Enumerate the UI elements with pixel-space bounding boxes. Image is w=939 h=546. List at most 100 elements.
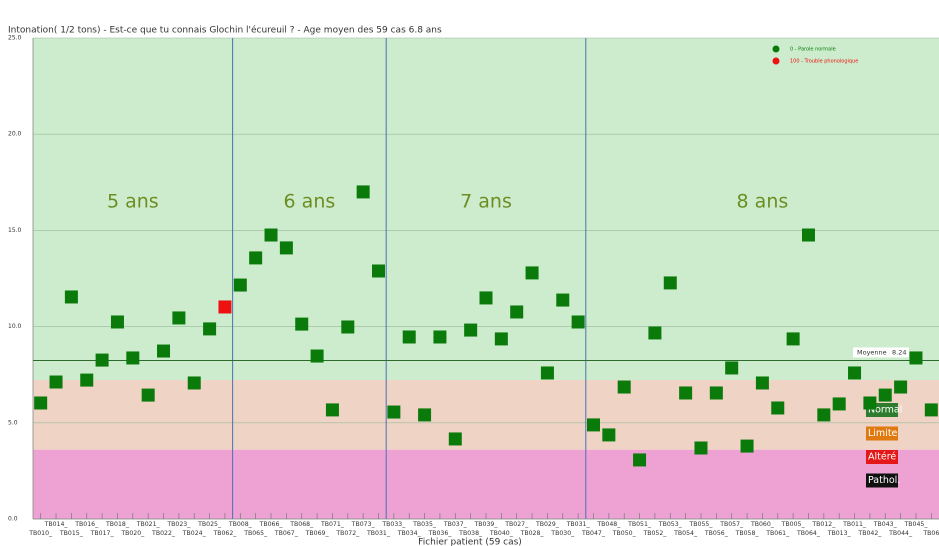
x-tick-label: TB045_ [903,521,928,528]
chart-title: Intonation( 1/2 tons) - Est-ce que tu co… [8,25,442,36]
data-point [141,388,155,402]
x-tick-label: TB018_ [105,521,130,528]
x-tick-label: TB028_ [520,530,545,537]
mean-label: Moyenne [857,348,887,356]
data-point [95,353,109,367]
data-point [817,408,831,422]
x-tick-label: TB069_ [305,530,330,537]
x-tick-label: TB051_ [627,521,652,528]
x-tick-label: TB040_ [489,530,514,537]
x-tick-label: TB064_ [796,530,821,537]
data-point [602,428,616,442]
data-point [832,397,846,411]
x-tick-label: TB008_ [228,521,253,528]
y-tick-label: 20.0 [8,131,22,138]
data-point [341,320,355,334]
data-point [49,375,63,389]
data-point [233,278,247,292]
data-point [617,380,631,394]
x-tick-label: TB073_ [351,521,376,528]
x-tick-label: TB047_ [581,530,606,537]
x-tick-label: TB066_ [259,521,284,528]
data-point [264,228,278,242]
x-tick-label: TB010_ [28,530,53,537]
x-tick-label: TB065_ [243,530,268,537]
x-tick-label: TB035_ [412,521,437,528]
zone-label-bg [866,473,898,488]
data-point [295,317,309,331]
x-tick-label: TB031_ [366,530,391,537]
x-tick-label: TB060_ [750,521,775,528]
zone-label-bg [866,426,898,441]
data-point [586,418,600,432]
x-tick-label: TB061_ [765,530,790,537]
data-point [279,241,293,255]
x-tick-label: TB038_ [458,530,483,537]
x-tick-label: TB068_ [289,521,314,528]
zone-label-bg [866,450,898,464]
data-point [433,330,447,344]
data-point [909,351,923,365]
x-tick-label: TB048_ [596,521,621,528]
x-tick-label: TB014_ [44,521,69,528]
x-tick-label: TB015_ [59,530,84,537]
x-tick-label: TB022_ [151,530,176,537]
data-point [709,386,723,400]
x-tick-label: TB025_ [197,521,222,528]
data-point [510,305,524,319]
data-point [218,300,232,314]
data-point [525,266,539,280]
x-axis-label: Fichier patient (59 cas) [418,538,522,546]
data-point [801,228,815,242]
legend-label: 100 - Trouble phonologique [790,59,858,65]
x-tick-label: TB013_ [827,530,852,537]
data-point [786,332,800,346]
data-point [387,405,401,419]
x-tick-label: TB067_ [274,530,299,537]
data-point [126,351,140,365]
data-point [924,403,938,417]
x-tick-label: TB034_ [397,530,422,537]
x-tick-label: TB011_ [842,521,867,528]
x-tick-label: TB039_ [474,521,499,528]
x-tick-label: TB030_ [550,530,575,537]
legend-marker [772,45,780,53]
x-tick-label: TB005_ [781,521,806,528]
data-point [755,376,769,390]
x-tick-label: TB024_ [182,530,207,537]
y-tick-label: 5.0 [8,419,18,426]
x-tick-label: TB031_ [566,521,591,528]
legend-marker [772,57,780,65]
x-tick-label: TB056_ [704,530,729,537]
x-tick-label: TB055_ [689,521,714,528]
data-point [34,396,48,410]
y-tick-label: 0.0 [8,516,18,523]
x-tick-label: TB036_ [427,530,452,537]
x-tick-label: TB050_ [612,530,637,537]
mean-value: 8.24 [892,348,906,356]
data-point [878,388,892,402]
x-tick-label: TB057_ [719,521,744,528]
x-tick-label: TB042_ [857,530,882,537]
section-label: 6 ans [284,191,336,213]
x-tick-label: TB020_ [120,530,145,537]
x-tick-label: TB017_ [90,530,115,537]
data-point [249,251,263,265]
data-point [310,349,324,363]
y-tick-label: 25.0 [8,35,22,42]
x-tick-label: TB043_ [873,521,898,528]
x-tick-label: TB037_ [443,521,468,528]
data-point [556,293,570,307]
data-point [157,344,171,358]
zone-band [33,380,939,450]
y-tick-label: 10.0 [8,323,22,330]
x-tick-label: TB062_ [212,530,237,537]
x-tick-label: TB053_ [658,521,683,528]
x-tick-label: TB052_ [642,530,667,537]
data-point [494,332,508,346]
legend-label: 0 - Parole normale [790,47,836,53]
x-tick-label: TB027_ [504,521,529,528]
data-point [479,291,493,305]
x-tick-label: TB072_ [335,530,360,537]
